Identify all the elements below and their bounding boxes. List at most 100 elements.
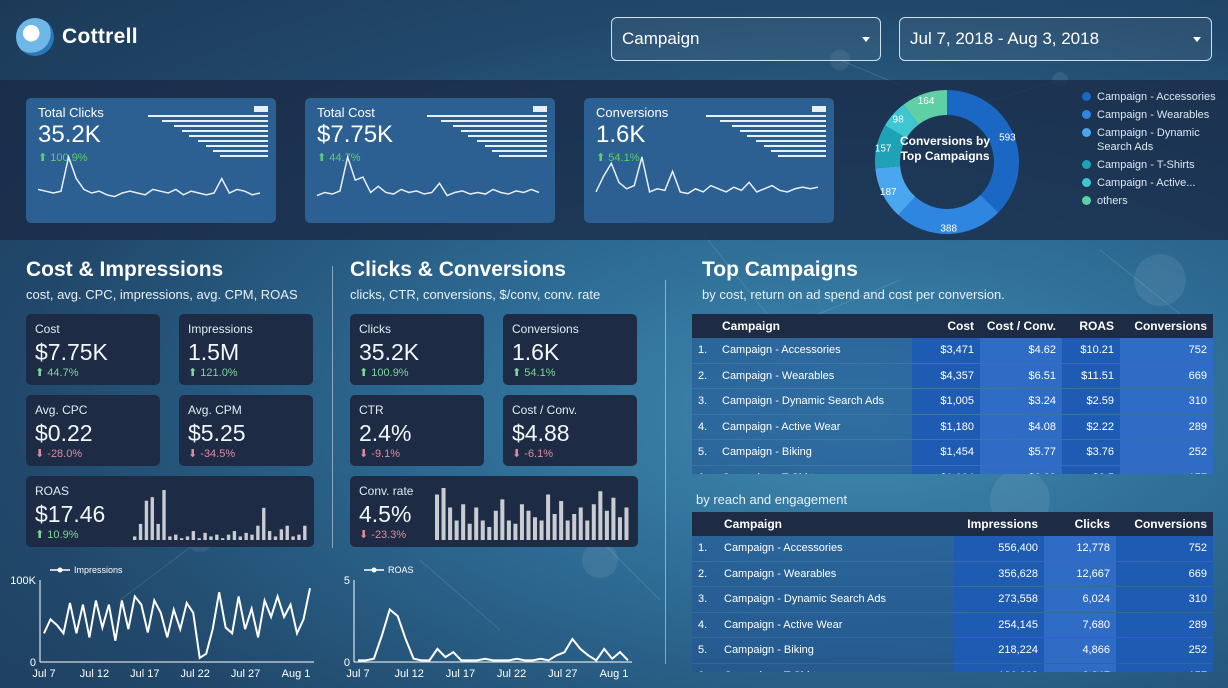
campaigns-reach-table[interactable]: Campaign Impressions Clicks Conversions … xyxy=(692,512,1213,672)
donut-slice[interactable] xyxy=(898,194,999,234)
table-row[interactable]: 5. Campaign - Biking $1,454 $5.77 $3.76 252 xyxy=(692,440,1213,466)
metric-card-ctr[interactable]: CTR 2.4% ⬇ -9.1% xyxy=(350,395,484,466)
legend-item[interactable]: Campaign - Accessories xyxy=(1082,90,1222,104)
conversions-donut-chart[interactable]: 593 388 187 157 98 164 xyxy=(872,88,1022,236)
kpi-card-total-cost[interactable]: Total Cost $7.75K ⬆ 44.7% xyxy=(305,98,555,223)
col-header-impressions[interactable]: Impressions xyxy=(967,517,1038,531)
col-header-campaign[interactable]: Campaign xyxy=(724,517,783,531)
metric-value: $4.88 xyxy=(512,420,570,446)
table-cell: 310 xyxy=(1116,587,1213,612)
x-tick-label: Jul 27 xyxy=(548,668,577,680)
metric-title: Avg. CPC xyxy=(35,403,88,417)
impressions-line-chart[interactable]: 100K 0 Impressions Jul 7 Jul 12 Jul 17 Jul 22 J… xyxy=(4,562,326,688)
table-row[interactable]: 4. Campaign - Active Wear 254,145 7,680 289 xyxy=(692,612,1213,638)
table-row[interactable]: 1. Campaign - Accessories $3,471 $4.62 $10.2… xyxy=(692,338,1213,364)
donut-slice[interactable] xyxy=(947,90,1019,213)
col-header-clicks[interactable]: Clicks xyxy=(1074,517,1110,531)
metric-delta: ⬇ -23.3% xyxy=(359,529,407,541)
donut-slice[interactable] xyxy=(875,125,907,169)
table-body: 1. Campaign - Accessories 556,400 12,778 752… xyxy=(692,536,1213,672)
metric-delta-value: -23.3% xyxy=(371,529,407,541)
metric-value: 1.5M xyxy=(188,339,240,365)
col-header-roas[interactable]: ROAS xyxy=(1079,319,1114,333)
table-row[interactable]: 3. Campaign - Dynamic Search Ads $1,005 $3.… xyxy=(692,389,1213,415)
kpi-card-total-clicks[interactable]: Total Clicks 35.2K ⬆ 100.9% xyxy=(26,98,276,223)
mini-bar xyxy=(162,120,268,122)
table-row[interactable]: 2. Campaign - Wearables 356,628 12,667 669 xyxy=(692,561,1213,587)
table-cell: $2.59 xyxy=(1062,389,1120,414)
sparkline-bar xyxy=(480,520,485,540)
table-cell: $3.76 xyxy=(1062,440,1120,465)
top-campaigns-title: Top Campaigns xyxy=(702,258,858,281)
kpi-delta: ⬆ 54.1% xyxy=(596,152,640,164)
mini-bar xyxy=(484,145,547,147)
table-row[interactable]: 3. Campaign - Dynamic Search Ads 273,558 6,… xyxy=(692,587,1213,613)
col-header-conversions[interactable]: Conversions xyxy=(1134,517,1207,531)
col-header-campaign[interactable]: Campaign xyxy=(722,319,781,333)
metric-value: $0.22 xyxy=(35,420,93,446)
donut-slice[interactable] xyxy=(875,166,916,216)
sparkline-bar xyxy=(267,531,272,540)
mini-bar xyxy=(254,106,268,112)
brand-logo[interactable]: Cottrell xyxy=(16,18,138,56)
metric-value: 1.6K xyxy=(512,339,560,365)
legend-item[interactable]: Campaign - Wearables xyxy=(1082,108,1222,122)
metric-card-cost-per-conv[interactable]: Cost / Conv. $4.88 ⬇ -6.1% xyxy=(503,395,637,466)
table-row[interactable]: 4. Campaign - Active Wear $1,180 $4.08 $2.22… xyxy=(692,414,1213,440)
date-range-picker[interactable]: Jul 7, 2018 - Aug 3, 2018 xyxy=(899,17,1212,61)
col-header-cost[interactable]: Cost xyxy=(947,319,974,333)
roas-line-chart[interactable]: 5 0 ROAS Jul 7 Jul 12 Jul 17 Jul 22 Jul 27 Aug 1 xyxy=(330,562,648,688)
metric-card-cost[interactable]: Cost $7.75K ⬆ 44.7% xyxy=(26,314,160,385)
legend-item[interactable]: others xyxy=(1082,194,1222,208)
metric-title: Cost xyxy=(35,322,60,336)
metric-card-avg-cpm[interactable]: Avg. CPM $5.25 ⬇ -34.5% xyxy=(179,395,313,466)
table-cell: 2. xyxy=(698,567,708,580)
sparkline-bar xyxy=(273,536,278,540)
donut-slice[interactable] xyxy=(885,104,919,139)
legend-item[interactable]: Campaign - Dynamic Search Ads xyxy=(1082,126,1222,154)
table-body: 1. Campaign - Accessories $3,471 $4.62 $10.2… xyxy=(692,338,1213,474)
brand-logo-icon xyxy=(16,18,54,56)
sparkline-bar xyxy=(168,536,172,540)
metric-value: 4.5% xyxy=(359,501,412,527)
col-header-cost-per-conv[interactable]: Cost / Conv. xyxy=(986,319,1056,333)
sparkline-bar xyxy=(565,520,570,540)
campaign-dropdown[interactable]: Campaign xyxy=(611,17,881,61)
campaigns-cost-table[interactable]: Campaign Cost Cost / Conv. ROAS Conversi… xyxy=(692,314,1213,474)
sparkline-bar xyxy=(461,504,466,540)
kpi-title: Total Clicks xyxy=(38,105,104,120)
metric-delta: ⬇ -6.1% xyxy=(512,448,554,460)
metric-delta: ⬆ 121.0% xyxy=(188,367,238,379)
sparkline-bar xyxy=(585,520,590,540)
table-cell: Campaign - Accessories xyxy=(724,542,843,554)
donut-slice[interactable] xyxy=(903,90,947,125)
legend-item[interactable]: Campaign - T-Shirts xyxy=(1082,158,1222,172)
metric-card-impressions[interactable]: Impressions 1.5M ⬆ 121.0% xyxy=(179,314,313,385)
table-cell: 356,628 xyxy=(954,561,1044,586)
mini-bar xyxy=(427,115,547,117)
table-row[interactable]: 6.Campaign - T-Shirts$1,004$6.39$2.5157 xyxy=(692,465,1213,474)
x-tick-label: Jul 7 xyxy=(32,668,55,680)
sparkline-bar xyxy=(533,517,538,540)
sparkline-bar xyxy=(238,536,242,540)
metric-card-clicks[interactable]: Clicks 35.2K ⬆ 100.9% xyxy=(350,314,484,385)
mini-bar xyxy=(756,140,826,142)
metric-card-avg-cpc[interactable]: Avg. CPC $0.22 ⬇ -28.0% xyxy=(26,395,160,466)
metric-card-conversions[interactable]: Conversions 1.6K ⬆ 54.1% xyxy=(503,314,637,385)
table-cell: 7,680 xyxy=(1044,612,1116,637)
chevron-down-icon xyxy=(862,36,870,42)
metric-card-roas[interactable]: ROAS $17.46 ⬆ 10.9% xyxy=(26,476,314,547)
table-row[interactable]: 6.Campaign - T-Shirts136,0023,347157 xyxy=(692,663,1213,672)
metric-card-conv-rate[interactable]: Conv. rate 4.5% ⬇ -23.3% xyxy=(350,476,638,547)
legend-item[interactable]: Campaign - Active... xyxy=(1082,176,1222,190)
kpi-card-conversions[interactable]: Conversions 1.6K ⬆ 54.1% xyxy=(584,98,834,223)
col-header-conversions[interactable]: Conversions xyxy=(1134,319,1207,333)
table-row[interactable]: 1. Campaign - Accessories 556,400 12,778 752 xyxy=(692,536,1213,562)
metric-title: Cost / Conv. xyxy=(512,403,578,417)
table-cell: 5. xyxy=(698,446,708,458)
table-row[interactable]: 5. Campaign - Biking 218,224 4,866 252 xyxy=(692,638,1213,664)
table-cell: 136,002 xyxy=(954,663,1044,672)
table-row[interactable]: 2. Campaign - Wearables $4,357 $6.51 $11.51 6… xyxy=(692,363,1213,389)
table-cell: 218,224 xyxy=(954,638,1044,663)
sparkline-bar xyxy=(546,494,551,540)
